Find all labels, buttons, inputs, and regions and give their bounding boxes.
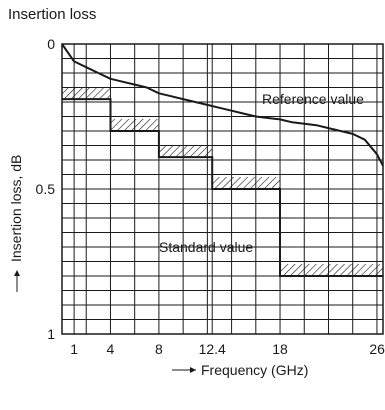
chart-title: Insertion loss	[8, 6, 97, 23]
reference-value-line	[61, 43, 384, 167]
standard-value-hatch	[62, 87, 111, 100]
standard-value-annotation: Standard value	[159, 239, 253, 255]
y-tick-label: 0	[47, 36, 55, 52]
x-tick-label: 8	[155, 341, 163, 357]
x-axis-label: Frequency (GHz)	[201, 362, 308, 378]
standard-value-hatch	[280, 264, 383, 276]
plot-border	[61, 43, 384, 335]
y-tick-label: 0.5	[36, 181, 56, 197]
y-axis-label: Insertion loss, dB	[8, 155, 24, 262]
axis-labels: Frequency (GHz) Insertion loss, dB Referen…	[8, 91, 364, 378]
plot-frame	[61, 43, 384, 335]
y-axis-arrowhead	[14, 270, 20, 276]
y-tick-label: 1	[47, 326, 55, 342]
x-tick-label: 18	[272, 341, 288, 357]
standard-value-hatch	[110, 119, 159, 131]
x-tick-label: 26.5	[369, 341, 385, 357]
x-tick-label: 4	[107, 341, 115, 357]
tick-labels: 1 4 8 12.4 18 26.5 0 0.5 1	[36, 36, 385, 357]
standard-value-hatching	[62, 87, 383, 276]
x-tick-label: 1	[70, 341, 78, 357]
series-lines	[61, 43, 384, 277]
x-axis-arrowhead	[190, 367, 196, 373]
x-tick-label: 12.4	[199, 341, 226, 357]
standard-value-hatch	[158, 145, 213, 158]
standard-value-line	[62, 98, 383, 277]
standard-value-hatch	[212, 177, 281, 189]
reference-value-annotation: Reference value	[262, 91, 364, 107]
